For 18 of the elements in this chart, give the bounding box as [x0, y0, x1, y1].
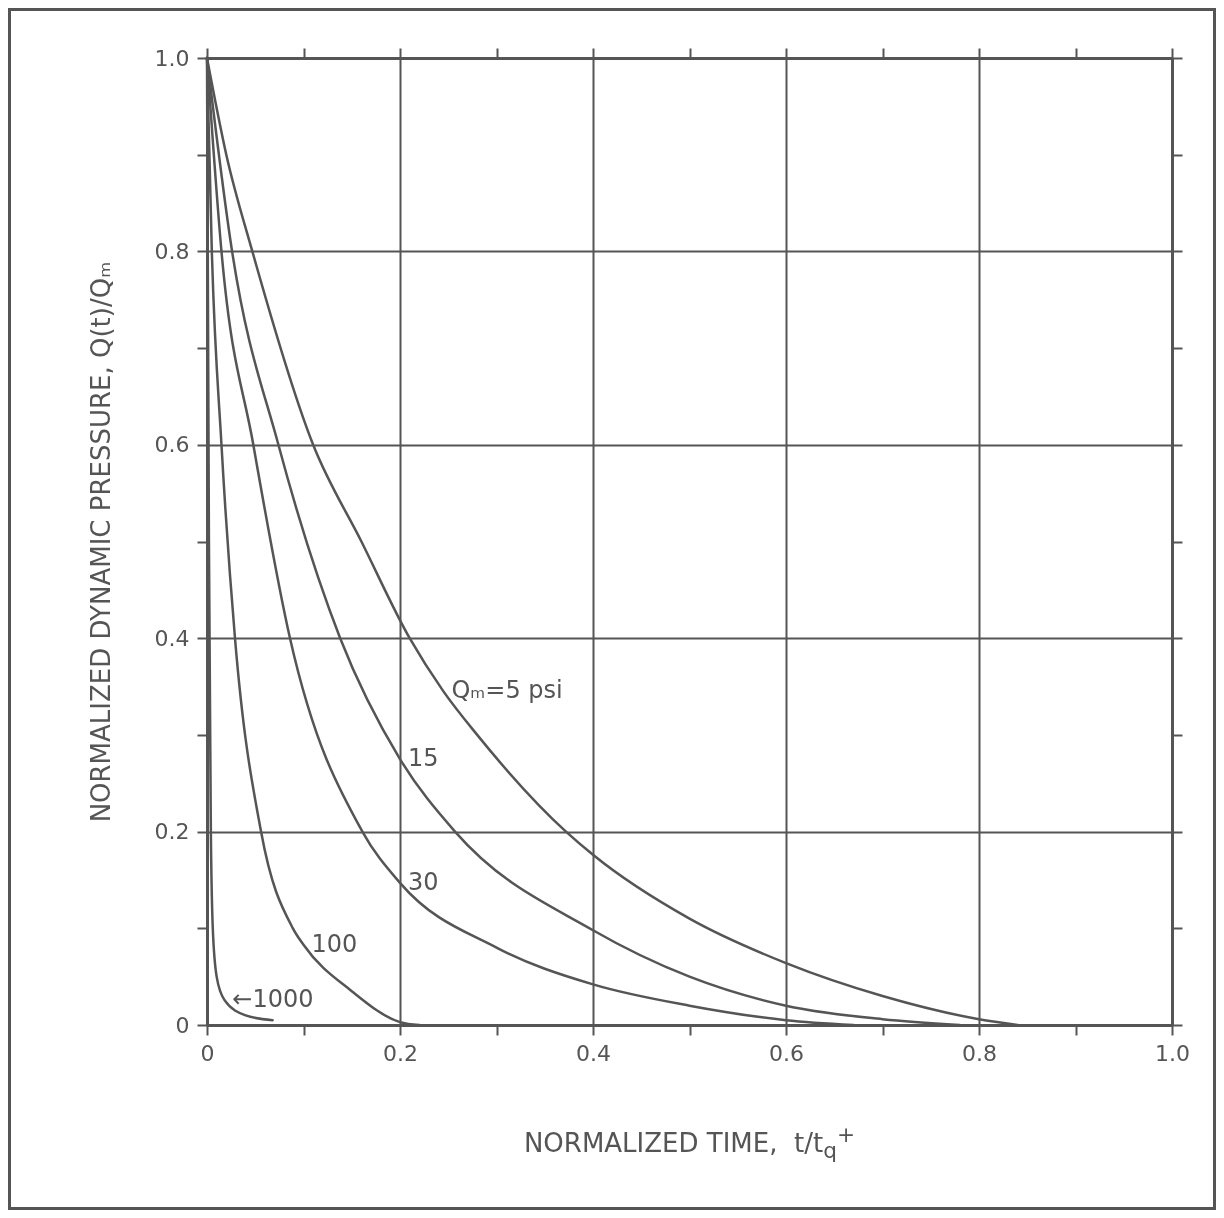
y-axis-title: NORMALIZED DYNAMIC PRESSURE, Q(t)/Qₘ: [85, 261, 116, 823]
y-tick-label: 0.6: [154, 432, 190, 458]
y-tick-label: 0.2: [154, 819, 190, 845]
annotation: 100: [311, 929, 358, 958]
x-tick-label: 0.2: [383, 1040, 418, 1066]
x-tick-label: 0: [200, 1040, 215, 1066]
annotation: 30: [408, 867, 439, 896]
y-tick-label: 0.4: [154, 625, 190, 651]
y-tick-label: 0: [175, 1012, 190, 1038]
x-tick-label: 0.4: [576, 1040, 611, 1066]
x-tick-label: 0.6: [769, 1040, 804, 1066]
annotation: 15: [408, 744, 439, 773]
x-tick-label: 0.8: [962, 1040, 997, 1066]
y-tick-label: 0.8: [154, 238, 190, 264]
x-tick-label: 1.0: [1155, 1040, 1190, 1066]
annotation: Qₘ=5 psi: [451, 676, 563, 705]
y-tick-label: 1.0: [154, 45, 190, 71]
annotation: ←1000: [232, 984, 314, 1013]
